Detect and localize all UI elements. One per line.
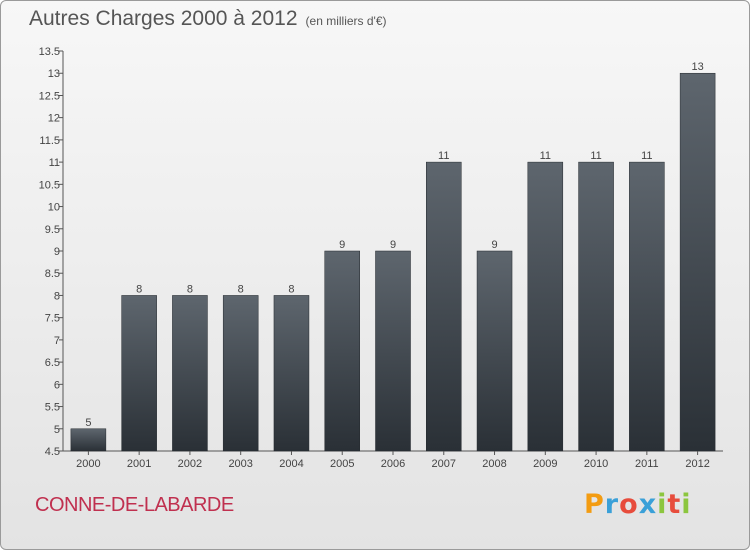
y-tick-label: 4.5 bbox=[45, 446, 60, 458]
bar-2007 bbox=[426, 161, 462, 452]
bar-2003 bbox=[222, 295, 259, 452]
x-tick-label-2012: 2012 bbox=[685, 458, 709, 470]
x-tick-label-2005: 2005 bbox=[330, 458, 354, 470]
bar-2000 bbox=[70, 428, 107, 452]
logo-letter: t bbox=[667, 489, 682, 520]
value-label-2005: 9 bbox=[339, 239, 345, 251]
commune-name: CONNE-DE-LABARDE bbox=[35, 494, 234, 516]
x-tick-label-2002: 2002 bbox=[178, 458, 202, 470]
proxiti-logo: Proxiti bbox=[584, 489, 692, 520]
bars: 5 8 8 8 8 9 9 11 9 11 11 11 13 bbox=[70, 61, 716, 452]
x-axis-ticks: 2000 2001 2002 2003 2004 2005 2006 2007 2008 2009… bbox=[76, 451, 710, 470]
value-label-2012: 13 bbox=[691, 61, 703, 73]
logo-letter: x bbox=[638, 489, 658, 520]
y-tick-label: 9 bbox=[54, 246, 60, 258]
value-label-2003: 8 bbox=[238, 283, 244, 295]
value-label-2000: 5 bbox=[85, 417, 91, 429]
title-text: Autres Charges 2000 à 2012 bbox=[29, 7, 298, 30]
y-tick-label: 7 bbox=[54, 335, 60, 347]
x-tick-label-2000: 2000 bbox=[76, 458, 100, 470]
bar-2001 bbox=[121, 295, 157, 452]
y-tick-label: 8.5 bbox=[45, 268, 60, 280]
bar-2009 bbox=[527, 161, 564, 452]
y-tick-label: 7.5 bbox=[45, 313, 60, 325]
value-label-2002: 8 bbox=[187, 283, 193, 295]
y-tick-label: 6 bbox=[54, 379, 60, 391]
chart-subtitle: (en milliers d'€) bbox=[305, 14, 387, 28]
logo-letter: i bbox=[681, 489, 692, 520]
bar-2004 bbox=[273, 295, 310, 452]
bar-2012 bbox=[679, 72, 716, 452]
y-tick-label: 12.5 bbox=[39, 90, 60, 102]
y-tick-label: 8 bbox=[54, 290, 60, 302]
logo-letter: o bbox=[619, 489, 639, 520]
bar-2002 bbox=[172, 295, 208, 452]
y-tick-label: 5 bbox=[54, 424, 60, 436]
y-tick-label: 9.5 bbox=[45, 224, 60, 236]
value-label-2010: 11 bbox=[590, 150, 601, 162]
y-tick-label: 10.5 bbox=[39, 179, 60, 191]
logo-letter: P bbox=[584, 489, 605, 520]
value-label-2008: 9 bbox=[491, 239, 497, 251]
x-tick-label-2008: 2008 bbox=[482, 458, 506, 470]
bar-2005 bbox=[324, 250, 360, 452]
x-tick-label-2007: 2007 bbox=[432, 458, 456, 470]
y-tick-label: 5.5 bbox=[45, 402, 60, 414]
value-label-2004: 8 bbox=[288, 283, 294, 295]
y-tick-label: 6.5 bbox=[45, 357, 60, 369]
x-tick-label-2011: 2011 bbox=[635, 458, 659, 470]
bar-2010 bbox=[578, 161, 614, 452]
logo-letter: r bbox=[604, 489, 620, 520]
y-tick-label: 13 bbox=[48, 68, 60, 80]
y-tick-label: 12 bbox=[48, 113, 60, 125]
y-tick-label: 13.5 bbox=[39, 46, 60, 58]
x-tick-label-2004: 2004 bbox=[279, 458, 303, 470]
value-label-2011: 11 bbox=[641, 150, 652, 162]
bar-2006 bbox=[375, 250, 411, 452]
value-label-2001: 8 bbox=[136, 283, 142, 295]
y-tick-label: 11.5 bbox=[39, 135, 60, 147]
value-label-2006: 9 bbox=[390, 239, 396, 251]
value-label-2009: 11 bbox=[540, 150, 551, 162]
x-tick-label-2003: 2003 bbox=[228, 458, 252, 470]
bar-2008 bbox=[476, 250, 513, 452]
value-label-2007: 11 bbox=[438, 150, 449, 162]
x-tick-label-2010: 2010 bbox=[584, 458, 608, 470]
x-tick-label-2009: 2009 bbox=[533, 458, 557, 470]
y-tick-label: 11 bbox=[49, 157, 60, 169]
bar-2011 bbox=[629, 161, 665, 452]
chart-title: Autres Charges 2000 à 2012 (en milliers d… bbox=[29, 7, 387, 31]
logo-letter: i bbox=[657, 489, 668, 520]
y-tick-label: 10 bbox=[48, 202, 60, 214]
y-axis-ticks: 4.5 5 5.5 6 6.5 7 7.5 8 8.5 9 9.5 10 10.5 11 11.5 12 12.… bbox=[39, 46, 63, 458]
x-tick-label-2006: 2006 bbox=[381, 458, 405, 470]
x-tick-label-2001: 2001 bbox=[127, 458, 151, 470]
